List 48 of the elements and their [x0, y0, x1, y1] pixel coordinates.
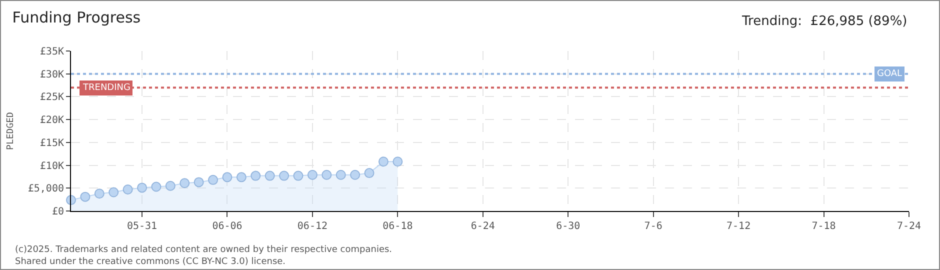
y-tick-label: £0 — [52, 206, 64, 218]
point — [279, 170, 290, 181]
text: (c)2025. Trademarks and related content are owned by their respective companies. — [15, 245, 392, 255]
x-tick-label: 7-24 — [896, 221, 922, 232]
point — [264, 170, 275, 181]
point — [378, 156, 388, 167]
x-tick-label: 06-12 — [297, 221, 328, 232]
x-tick-label: 6-30 — [556, 221, 580, 232]
x-tick-label: 7-12 — [726, 221, 751, 232]
y-axis-title: PLEDGED — [6, 112, 16, 150]
point — [350, 170, 360, 180]
point — [307, 170, 318, 180]
point — [250, 170, 261, 181]
x-tick-label: 6-24 — [470, 221, 495, 232]
point — [236, 172, 246, 182]
point — [364, 168, 374, 178]
y-tick-label: £20K — [40, 115, 64, 126]
point — [165, 180, 176, 191]
y-tick-label: £25K — [40, 92, 64, 104]
point — [180, 178, 190, 188]
ref-line-label: TRENDING — [82, 83, 130, 93]
y-tick-label: £35K — [40, 46, 64, 58]
point — [80, 192, 90, 202]
x-tick-label: 06-06 — [212, 221, 242, 232]
point — [392, 156, 403, 167]
y-tick-label: £10K — [40, 160, 64, 172]
x-tick-label: 7-6 — [644, 221, 662, 232]
chart-title: Funding Progress — [12, 8, 141, 26]
point — [208, 174, 218, 185]
point — [108, 187, 119, 198]
text: Trending: £26,985 (89%) — [741, 14, 908, 29]
point — [194, 177, 204, 188]
y-tick-label: £5,000 — [28, 184, 64, 195]
x-tick-label: 05-31 — [126, 221, 158, 232]
point — [222, 172, 232, 182]
point — [122, 184, 133, 195]
point — [293, 170, 304, 181]
point — [94, 188, 104, 199]
ref-line-label: GOAL — [877, 69, 902, 79]
point — [336, 170, 346, 180]
y-tick-label: £15K — [40, 138, 64, 149]
point — [137, 182, 148, 193]
x-tick-label: 06-18 — [382, 221, 413, 232]
point — [151, 182, 162, 192]
y-tick-label: £30K — [40, 69, 64, 80]
x-tick-label: 7-18 — [812, 221, 836, 232]
point — [322, 170, 332, 180]
text: Shared under the creative commons (CC BY-NC 3.0) license. — [15, 257, 286, 267]
